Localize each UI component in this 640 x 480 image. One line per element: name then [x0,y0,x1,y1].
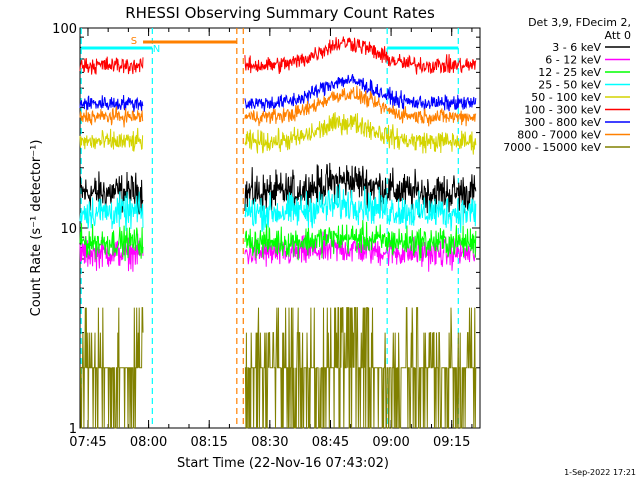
chart-title: RHESSI Observing Summary Count Rates [125,4,435,22]
legend-label: 100 - 300 keV [524,104,601,117]
series-line [79,171,144,215]
series-line [79,191,144,232]
legend-label: 50 - 100 keV [531,91,601,104]
data-series [79,36,477,429]
y-tick-label: 1 [69,422,77,437]
legend-header-line-2: Att 0 [605,29,631,42]
series-line [79,127,144,152]
series-line [244,36,477,75]
series-line [244,184,477,234]
series-line [79,233,144,272]
footer-date: 1-Sep-2022 17:21 [564,468,636,477]
x-tick-label: 08:15 [190,435,227,450]
legend-header-line-1: Det 3,9, FDecim 2, [528,16,631,29]
series-line [244,112,477,155]
x-tick-label: 08:00 [130,435,167,450]
series-line [79,94,144,113]
legend-label: 800 - 7000 keV [517,129,601,142]
flag-bars: SN [81,36,459,55]
legend-label: 3 - 6 keV [552,41,601,54]
x-axis-label: Start Time (22-Nov-16 07:43:02) [177,456,389,471]
y-tick-label: 100 [52,22,77,37]
series-line [244,219,477,261]
series-line [80,307,144,429]
legend-label: 6 - 12 keV [545,54,601,67]
x-tick-label: 09:15 [433,435,470,450]
x-tick-label: 08:45 [312,435,349,450]
legend-label: 25 - 50 keV [538,79,601,92]
legend-label: 12 - 25 keV [538,66,601,79]
y-axis-label: Count Rate (s⁻¹ detector⁻¹) [29,140,44,317]
x-tick-label: 09:00 [372,435,409,450]
plot-area: SN [79,27,481,429]
y-tick-label: 10 [60,222,77,237]
y-tick-labels: 1 10 100 [52,22,77,437]
series-line [244,162,477,218]
flag-marker-label: S [131,36,137,47]
x-tick-labels: 07:45 08:00 08:15 08:30 08:45 09:00 09:15 [69,435,470,450]
series-line [244,73,477,112]
x-tick-label: 07:45 [69,435,106,450]
series-line [79,56,144,75]
series-line [79,223,144,262]
series-line [244,85,477,127]
x-tick-label: 08:30 [251,435,288,450]
legend-label: 7000 - 15000 keV [503,141,601,154]
legend-label: 300 - 800 keV [524,116,601,129]
series-line [79,105,144,128]
flag-marker-label: N [153,44,160,55]
series-line [244,307,477,429]
